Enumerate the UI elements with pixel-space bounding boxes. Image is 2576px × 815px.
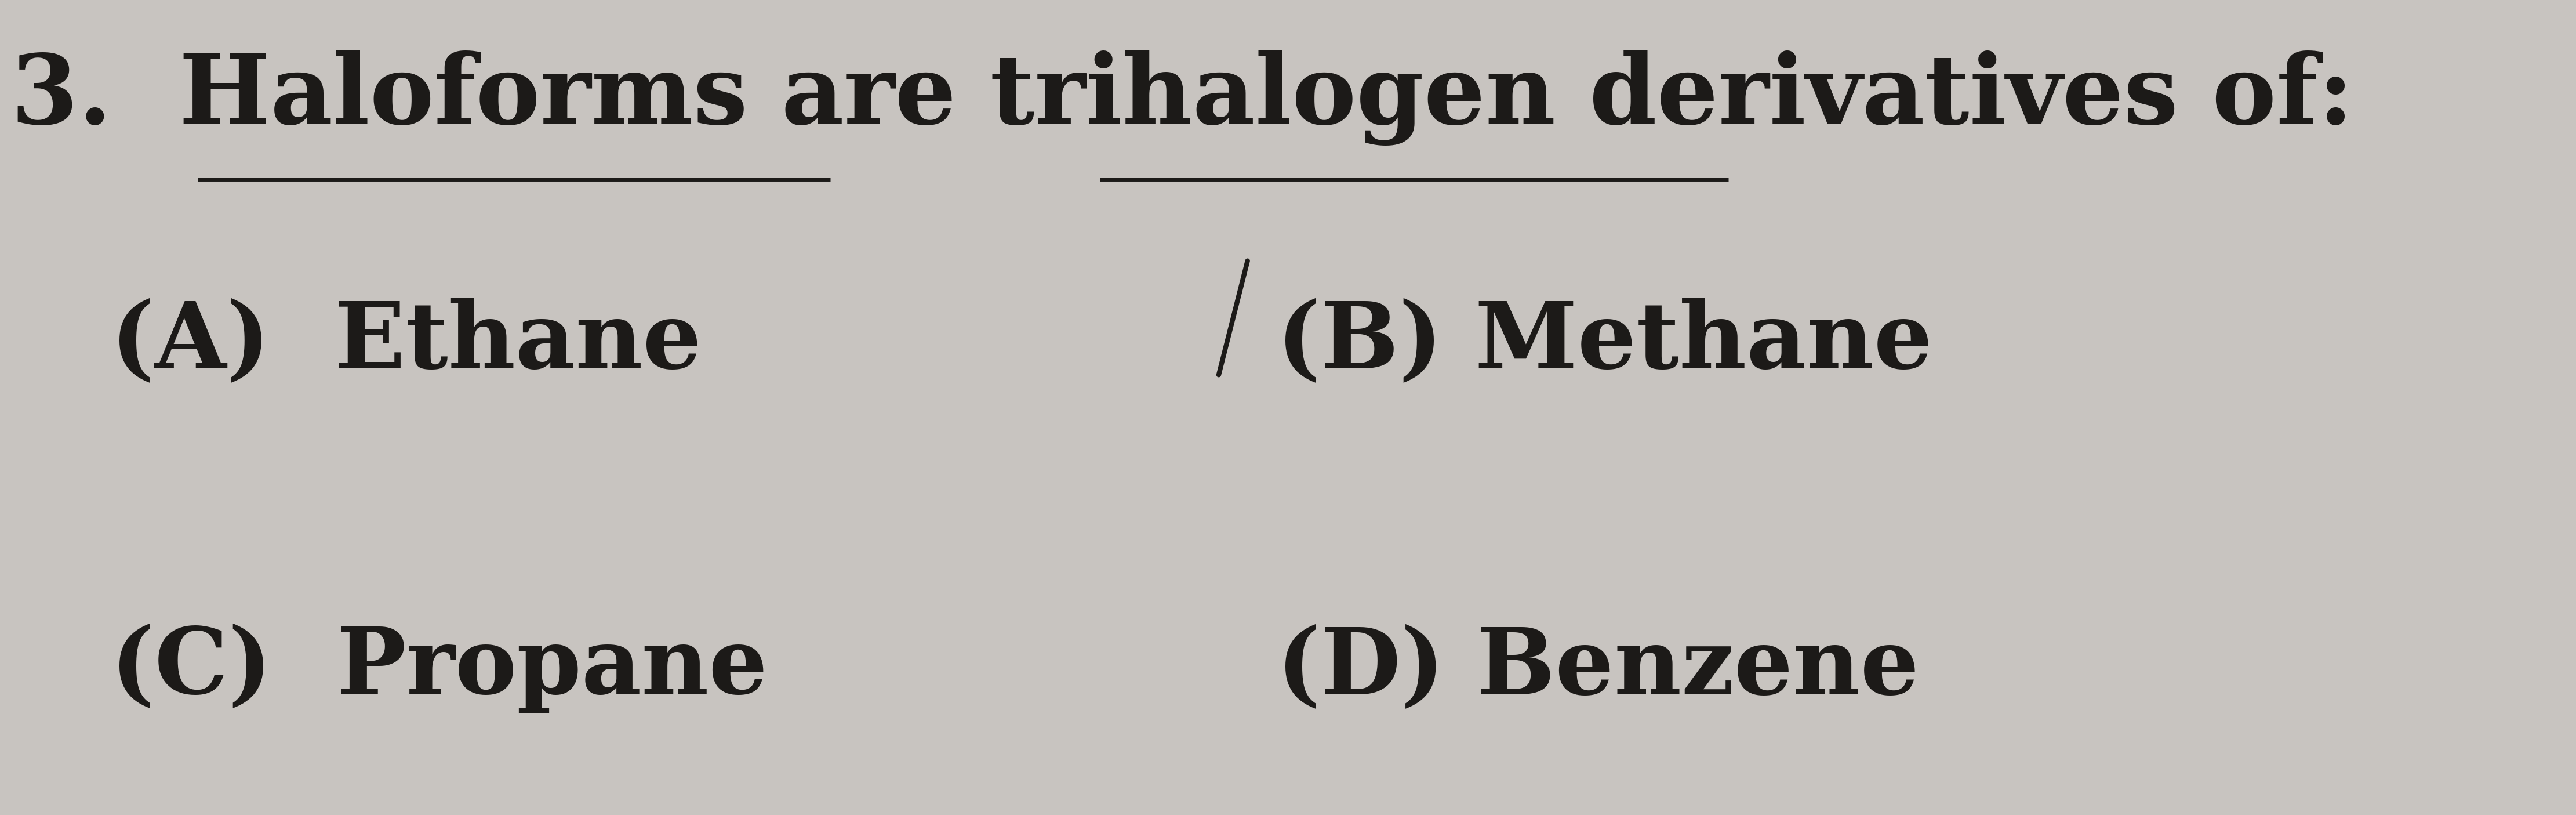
Text: (D) Benzene: (D) Benzene	[1278, 623, 1919, 713]
Text: 3.  Haloforms are trihalogen derivatives of:: 3. Haloforms are trihalogen derivatives …	[10, 51, 2354, 145]
Text: (A)  Ethane: (A) Ethane	[111, 297, 701, 387]
Text: (C)  Propane: (C) Propane	[111, 623, 768, 713]
Text: (B) Methane: (B) Methane	[1278, 297, 1932, 387]
